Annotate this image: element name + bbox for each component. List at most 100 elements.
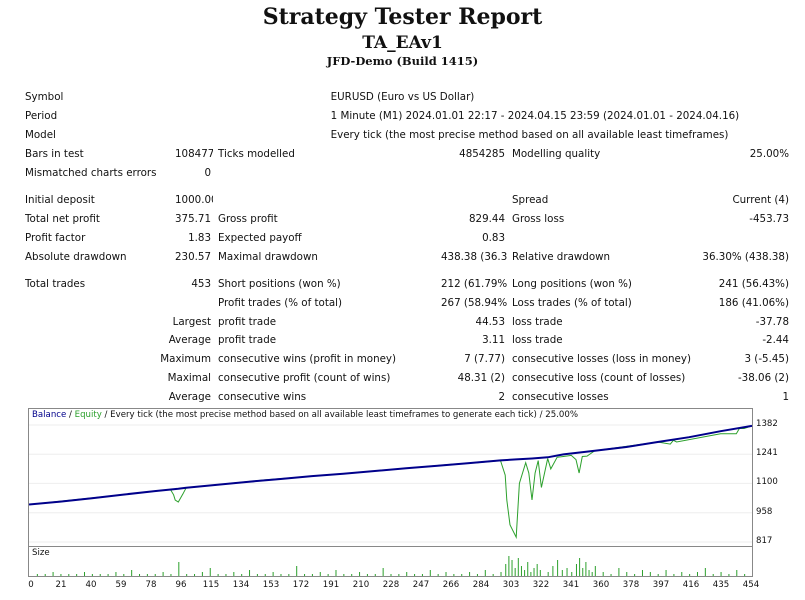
symbol-label: Symbol — [25, 91, 64, 104]
y-tick-label: 1100 — [756, 477, 778, 488]
size-bar — [382, 568, 384, 576]
ticks-value: 4854285 — [459, 148, 505, 161]
size-bar — [445, 572, 447, 576]
net-value: 375.71 — [175, 213, 212, 226]
quality-label: Modelling quality — [512, 148, 601, 161]
size-bar — [575, 564, 577, 576]
symbol-value: EURUSD (Euro vs US Dollar) — [330, 91, 475, 104]
size-bar — [76, 574, 78, 576]
spread-value: Current (4) — [732, 194, 789, 207]
size-bar — [351, 574, 353, 576]
size-bar — [233, 572, 235, 576]
size-bar — [256, 574, 258, 576]
y-tick-label: 1241 — [756, 448, 778, 459]
server-build: JFD-Demo (Build 1415) — [326, 54, 479, 68]
max-cons-loss-value: -38.06 (2) — [737, 372, 789, 385]
x-tick-label: 21 — [55, 580, 67, 590]
size-bar — [588, 570, 590, 576]
rel-dd-label: Relative drawdown — [512, 250, 611, 263]
size-bar — [217, 574, 219, 576]
size-bar — [524, 570, 526, 576]
size-bar — [107, 574, 109, 576]
size-bar — [398, 574, 400, 576]
size-bar — [469, 572, 471, 576]
profit-trades-value: 267 (58.94%) — [441, 296, 507, 309]
average2-label: Average — [168, 391, 211, 404]
size-bar — [514, 568, 516, 576]
model-value: Every tick (the most precise method base… — [330, 129, 729, 142]
legend-description: / Every tick (the most precise method ba… — [101, 410, 578, 420]
max-dd-value: 438.38 (36.30%) — [441, 250, 507, 263]
row-average2: Average consecutive wins 2 consecutive l… — [25, 388, 791, 407]
abs-dd-value: 230.57 — [175, 250, 212, 263]
size-bar — [123, 574, 125, 576]
size-bar — [681, 572, 683, 576]
size-bar — [547, 572, 549, 576]
size-bar — [527, 562, 529, 576]
size-bar — [335, 570, 337, 576]
x-tick-label: 266 — [442, 580, 460, 590]
largest-profit-label: profit trade — [218, 315, 277, 328]
size-bar — [561, 570, 563, 576]
total-trades-value: 453 — [191, 277, 211, 290]
size-bar — [115, 572, 117, 576]
x-tick-label: 153 — [262, 580, 280, 590]
size-bar — [618, 568, 620, 576]
row-maximal: Maximal consecutive profit (count of win… — [25, 369, 791, 388]
largest-loss-label: loss trade — [512, 315, 563, 328]
bars-label: Bars in test — [25, 148, 84, 161]
size-bar — [84, 572, 86, 576]
size-bar — [579, 558, 581, 576]
size-bar — [634, 574, 636, 576]
size-bar — [68, 574, 70, 576]
loss-trades-label: Loss trades (% of total) — [512, 296, 632, 309]
size-bar — [461, 574, 463, 576]
long-value: 241 (56.43%) — [718, 277, 789, 290]
size-bar — [602, 572, 604, 576]
size-bar — [520, 566, 522, 576]
gross-profit-label: Gross profit — [218, 213, 278, 226]
gross-loss-label: Gross loss — [512, 213, 565, 226]
largest-label: Largest — [172, 315, 211, 328]
size-bar — [209, 568, 211, 576]
row-mismatch: Mismatched charts errors 0 — [25, 164, 791, 183]
size-bar — [374, 574, 376, 576]
size-bar — [311, 574, 313, 576]
size-bar — [649, 572, 651, 576]
avg-cons-wins-value: 2 — [498, 391, 505, 404]
x-tick-label: 341 — [562, 580, 580, 590]
size-bar — [139, 574, 141, 576]
row-symbol: Symbol EURUSD (Euro vs US Dollar) — [25, 88, 791, 107]
size-bar — [249, 570, 251, 576]
size-label: Size — [32, 548, 50, 558]
size-bar — [146, 574, 148, 576]
x-tick-label: 40 — [85, 580, 97, 590]
x-tick-label: 96 — [175, 580, 187, 590]
size-bar — [585, 562, 587, 576]
size-bar — [406, 572, 408, 576]
size-bar — [689, 574, 691, 576]
metrics-table: Bars in test 108477 Ticks modelled 48542… — [25, 145, 791, 407]
period-value: 1 Minute (M1) 2024.01.01 22:17 - 2024.04… — [330, 110, 740, 123]
size-bar — [511, 560, 513, 576]
ticks-label: Ticks modelled — [218, 148, 295, 161]
y-tick-label: 817 — [756, 536, 773, 546]
row-pf: Profit factor 1.83 Expected payoff 0.83 — [25, 229, 791, 248]
size-bar — [429, 570, 431, 576]
size-bar — [712, 574, 714, 576]
size-bar — [201, 572, 203, 576]
row-largest: Largest profit trade 44.53 loss trade -3… — [25, 312, 791, 331]
size-bar — [594, 566, 596, 576]
largest-profit-value: 44.53 — [475, 315, 505, 328]
size-bar — [566, 568, 568, 576]
legend-equity: Equity — [74, 410, 102, 420]
profit-trades-label: Profit trades (% of total) — [218, 296, 343, 309]
x-tick-label: 397 — [652, 580, 670, 590]
gross-profit-value: 829.44 — [468, 213, 505, 226]
x-tick-label: 378 — [622, 580, 640, 590]
max-cons-losses-value: 3 (-5.45) — [744, 353, 789, 366]
size-bar — [162, 572, 164, 576]
size-bar — [626, 572, 628, 576]
size-bar — [437, 574, 439, 576]
max-cons-losses-label: consecutive losses (loss in money) — [512, 353, 691, 366]
